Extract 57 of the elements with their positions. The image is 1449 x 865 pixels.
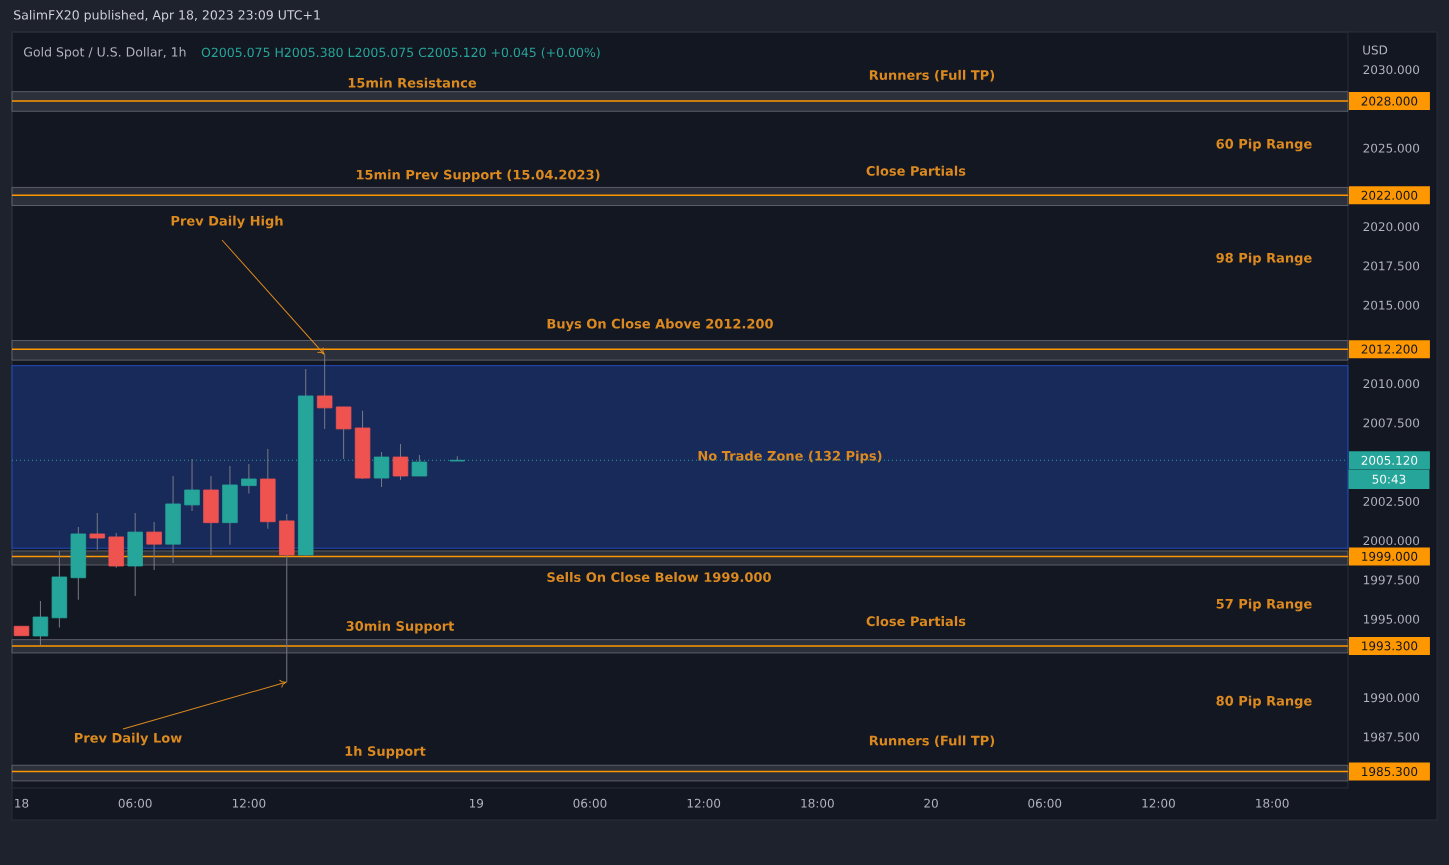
text: O2005.075 H2005.380 L2005.075 C2005.120 +0.045 (+0.00%)	[201, 47, 600, 59]
x-tick-label: 06:00	[573, 798, 607, 808]
annotation: Close Partials	[866, 165, 966, 176]
band-label: No Trade Zone (132 Pips)	[698, 450, 882, 464]
y-tick-label: 1987.500	[1363, 732, 1420, 742]
annotation: Prev Daily Low	[74, 732, 182, 746]
y-tick-label: 1995.000	[1363, 614, 1420, 624]
y-tick-label: 2017.500	[1363, 261, 1420, 271]
x-tick-label: 19	[469, 798, 484, 808]
candlestick	[241, 463, 257, 495]
annotation: Sells On Close Below 1999.000	[547, 571, 771, 583]
y-axis-title: USD	[1363, 45, 1388, 55]
y-tick-label: 2007.500	[1363, 418, 1420, 428]
ref-line-label: 2028.000	[1361, 96, 1418, 106]
annotation: 60 Pip Range	[1216, 138, 1312, 152]
y-tick-label: 2015.000	[1363, 300, 1420, 310]
candlestick	[373, 451, 390, 488]
annotation: 57 Pip Range	[1216, 598, 1312, 612]
annotation: Close Partials	[866, 616, 966, 627]
ref-line-label: 1993.300	[1362, 641, 1418, 651]
annotation: Prev Daily High	[171, 215, 283, 229]
ref-line-label: 2005.120	[1361, 455, 1418, 465]
ref-line-label: 2012.200	[1361, 344, 1418, 354]
y-tick-label: 1997.500	[1363, 575, 1420, 585]
y-tick-label: 2002.500	[1363, 496, 1420, 506]
annotation: 98 Pip Range	[1216, 252, 1312, 266]
x-tick-label: 18:00	[801, 798, 834, 808]
x-tick-label: 06:00	[118, 798, 152, 808]
y-tick-label: 2020.000	[1363, 222, 1420, 232]
annotation: Buys On Close Above 2012.200	[547, 318, 773, 332]
x-tick-label: 18	[15, 798, 29, 808]
text: Gold Spot / U.S. Dollar, 1h	[23, 46, 186, 60]
text: 50:43	[1372, 474, 1406, 484]
annotation: 1h Support	[345, 745, 426, 759]
y-tick-label: 2030.000	[1363, 65, 1420, 75]
x-tick-label: 12:00	[1142, 798, 1175, 808]
candlestick	[335, 406, 352, 460]
ref-line-label: 1985.300	[1362, 766, 1418, 777]
x-tick-label: 12:00	[687, 798, 721, 808]
x-tick-label: 06:00	[1028, 798, 1062, 808]
ref-line-label: 1999.000	[1362, 551, 1418, 561]
annotation: Runners (Full TP)	[869, 69, 995, 82]
annotation: 15min Resistance	[348, 77, 477, 88]
candlestick	[392, 443, 409, 481]
y-tick-label: 2000.000	[1363, 536, 1420, 546]
text: SalimFX20 published, Apr 18, 2023 23:09 UTC+1	[14, 9, 320, 23]
y-tick-label: 2010.000	[1363, 379, 1420, 389]
y-tick-label: 1990.000	[1363, 693, 1420, 703]
annotation: 15min Prev Support (15.04.2023)	[356, 169, 600, 183]
y-tick-label: 2025.000	[1363, 143, 1420, 153]
annotation: 30min Support	[346, 620, 455, 634]
x-tick-label: 12:00	[232, 798, 266, 808]
x-tick-label: 20	[924, 798, 938, 808]
ref-line-label: 2022.000	[1361, 190, 1418, 200]
x-tick-label: 18:00	[1256, 798, 1289, 808]
annotation: 80 Pip Range	[1216, 695, 1312, 709]
annotation: Runners (Full TP)	[869, 735, 995, 748]
